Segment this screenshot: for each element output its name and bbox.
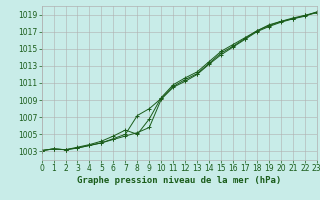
X-axis label: Graphe pression niveau de la mer (hPa): Graphe pression niveau de la mer (hPa) (77, 176, 281, 185)
